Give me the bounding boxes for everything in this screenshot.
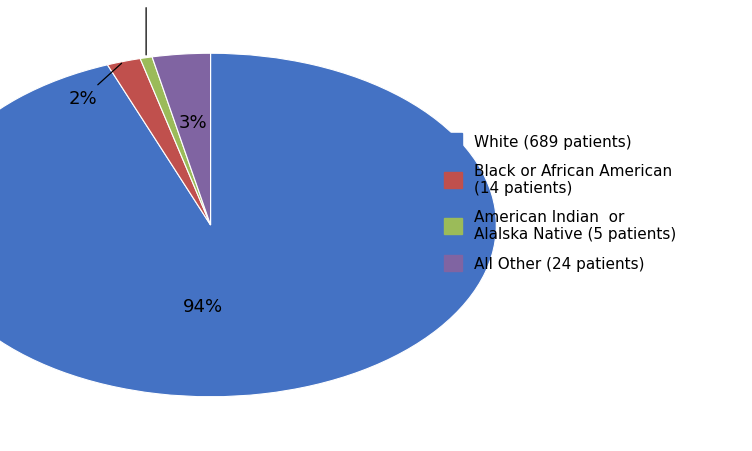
Text: 2%: 2% <box>68 64 122 108</box>
Legend: White (689 patients), Black or African American
(14 patients), American Indian  : White (689 patients), Black or African A… <box>444 134 677 272</box>
Text: 94%: 94% <box>183 298 223 316</box>
Wedge shape <box>0 54 496 397</box>
Text: 3%: 3% <box>179 114 208 132</box>
Wedge shape <box>140 58 211 226</box>
Wedge shape <box>152 54 211 226</box>
Wedge shape <box>108 60 211 226</box>
Text: 1%: 1% <box>132 0 160 56</box>
